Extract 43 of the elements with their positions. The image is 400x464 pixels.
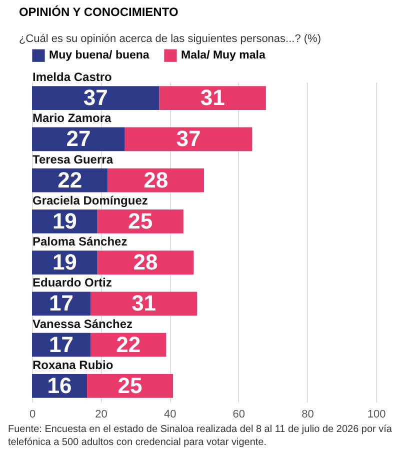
chart-subtitle: ¿Cuál es su opinión acerca de las siguientes personas...? (%) [18,33,322,45]
data-label: 25 [118,372,142,398]
data-label: 37 [176,126,201,152]
y-tick-label: Paloma Sánchez [32,234,128,249]
data-label: 22 [58,167,82,192]
chart-title: OPINIÓN Y CONOCIMIENTO [18,5,178,19]
bar [32,86,160,110]
y-tick-label: Mario Zamora [32,111,112,126]
x-tick-label: 100 [367,408,386,420]
data-label: 28 [144,167,168,192]
data-label: 31 [200,85,225,110]
y-tick-label: Roxana Rubio [32,358,114,372]
data-label: 27 [66,126,91,152]
x-tick-label: 40 [164,408,176,420]
legend-label: Mala/ Muy mala [181,50,266,62]
x-tick-label: 0 [29,408,36,420]
bar [87,374,174,398]
y-tick-label: Graciela Domínguez [32,193,148,208]
data-label: 19 [52,250,77,275]
x-tick-label: 80 [302,408,314,420]
x-tick-label: 20 [95,408,108,420]
bar [97,210,184,234]
x-tick-label: 60 [232,408,246,420]
y-tick-label: Eduardo Ortiz [32,276,112,290]
data-label: 22 [116,332,141,357]
bar [97,250,194,274]
data-label: 19 [52,208,77,234]
data-label: 17 [49,332,74,357]
bar [90,292,198,316]
data-label: 16 [47,372,72,398]
source-note: Fuente: Encuesta en el estado de Sinaloa realizada del 8 al 11 de julio de 2026 por vía telefónica a 500 adultos con credencial para votar vigente. [8,423,392,449]
data-label: 28 [133,250,158,275]
y-tick-label: Imelda Castro [32,70,112,84]
data-label: 17 [49,290,74,316]
data-label: 37 [83,85,108,110]
bar [124,127,252,152]
data-label: 25 [128,208,153,234]
bar [32,127,125,152]
y-tick-label: Teresa Guerra [32,152,114,166]
bar [159,86,266,110]
y-tick-label: Vanessa Sánchez [32,316,133,331]
legend-label: Muy buena/ buena [49,50,150,62]
data-label: 31 [132,290,156,316]
